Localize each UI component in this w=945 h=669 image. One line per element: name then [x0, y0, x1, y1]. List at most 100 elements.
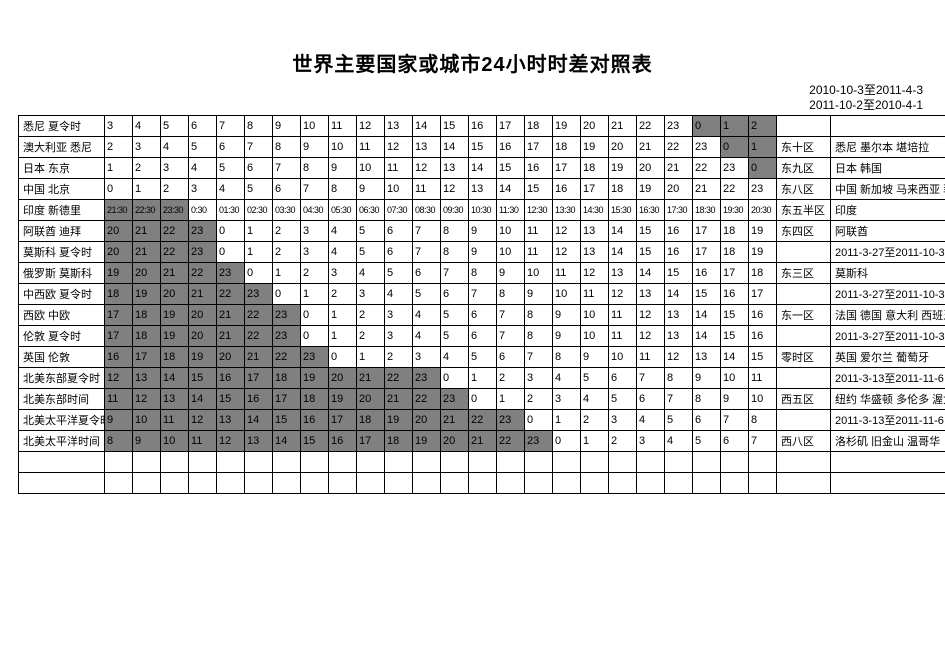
hour-cell: 23:30: [161, 200, 189, 221]
note-cell: 莫斯科: [831, 263, 945, 284]
hour-cell: [553, 452, 581, 473]
hour-cell: 08:30: [413, 200, 441, 221]
zone-cell: 东四区: [777, 221, 831, 242]
hour-cell: 8: [525, 326, 553, 347]
hour-cell: 8: [441, 242, 469, 263]
zone-cell: [777, 116, 831, 137]
hour-cell: 7: [245, 137, 273, 158]
hour-cell: 17: [553, 158, 581, 179]
hour-cell: 1: [245, 242, 273, 263]
hour-cell: [245, 473, 273, 494]
note-cell: 印度: [831, 200, 945, 221]
zone-cell: [777, 326, 831, 347]
hour-cell: 23: [525, 431, 553, 452]
page-title: 世界主要国家或城市24小时时差对照表: [18, 48, 927, 77]
hour-cell: [273, 473, 301, 494]
hour-cell: 10: [385, 179, 413, 200]
header-note-2: 2011-10-2至2010-4-1: [18, 98, 923, 113]
hour-cell: 17: [105, 326, 133, 347]
hour-cell: 7: [665, 389, 693, 410]
hour-cell: 16: [525, 158, 553, 179]
hour-cell: 1: [301, 284, 329, 305]
hour-cell: 13: [469, 179, 497, 200]
hour-cell: 5: [665, 410, 693, 431]
hour-cell: 22: [637, 116, 665, 137]
hour-cell: 0: [217, 242, 245, 263]
hour-cell: 3: [413, 347, 441, 368]
hour-cell: 7: [217, 116, 245, 137]
hour-cell: 18: [749, 263, 777, 284]
note-cell: [831, 452, 945, 473]
hour-cell: 2: [105, 137, 133, 158]
hour-cell: 12: [609, 284, 637, 305]
hour-cell: 9: [273, 116, 301, 137]
hour-cell: 19: [385, 410, 413, 431]
note-cell: 中国 新加坡 马来西亚 菲律宾: [831, 179, 945, 200]
row-label: 悉尼 夏令时: [19, 116, 105, 137]
hour-cell: 11: [637, 347, 665, 368]
row-label: 北美东部夏令时: [19, 368, 105, 389]
hour-cell: 8: [749, 410, 777, 431]
hour-cell: [385, 452, 413, 473]
hour-cell: 12: [133, 389, 161, 410]
hour-cell: 10: [357, 158, 385, 179]
hour-cell: 5: [385, 263, 413, 284]
hour-cell: 15: [301, 431, 329, 452]
hour-cell: 15: [217, 389, 245, 410]
hour-cell: 2: [609, 431, 637, 452]
hour-cell: [497, 452, 525, 473]
hour-cell: 7: [749, 431, 777, 452]
hour-cell: 8: [329, 179, 357, 200]
hour-cell: 9: [497, 263, 525, 284]
hour-cell: 3: [609, 410, 637, 431]
hour-cell: 2: [301, 263, 329, 284]
hour-cell: 0: [329, 347, 357, 368]
hour-cell: 22: [413, 389, 441, 410]
hour-cell: 13: [609, 263, 637, 284]
hour-cell: 18: [609, 179, 637, 200]
hour-cell: 1: [721, 116, 749, 137]
hour-cell: 11: [105, 389, 133, 410]
hour-cell: 14: [245, 410, 273, 431]
hour-cell: 18: [553, 137, 581, 158]
hour-cell: 14: [609, 221, 637, 242]
hour-cell: 0: [441, 368, 469, 389]
hour-cell: 12: [413, 158, 441, 179]
hour-cell: 13: [665, 326, 693, 347]
hour-cell: 2: [749, 116, 777, 137]
hour-cell: 20: [189, 326, 217, 347]
hour-cell: 14: [637, 263, 665, 284]
hour-cell: 1: [133, 179, 161, 200]
hour-cell: 16: [553, 179, 581, 200]
hour-cell: [133, 473, 161, 494]
hour-cell: [357, 452, 385, 473]
hour-cell: 11: [553, 263, 581, 284]
hour-cell: 12: [665, 347, 693, 368]
zone-cell: [777, 284, 831, 305]
hour-cell: 22: [245, 305, 273, 326]
zone-cell: 零时区: [777, 347, 831, 368]
hour-cell: [441, 473, 469, 494]
hour-cell: 6: [385, 242, 413, 263]
hour-cell: 17: [581, 179, 609, 200]
hour-cell: 6: [469, 326, 497, 347]
hour-cell: 21: [637, 137, 665, 158]
hour-cell: 12: [357, 116, 385, 137]
hour-cell: 20:30: [749, 200, 777, 221]
hour-cell: 9: [553, 326, 581, 347]
zone-cell: [777, 242, 831, 263]
hour-cell: [525, 473, 553, 494]
hour-cell: 18: [133, 326, 161, 347]
note-cell: 悉尼 墨尔本 堪培拉: [831, 137, 945, 158]
hour-cell: 19: [161, 326, 189, 347]
hour-cell: 21: [665, 158, 693, 179]
row-label: 伦敦 夏令时: [19, 326, 105, 347]
hour-cell: 19: [301, 368, 329, 389]
hour-cell: 9: [581, 347, 609, 368]
hour-cell: 04:30: [301, 200, 329, 221]
row-label: 日本 东京: [19, 158, 105, 179]
hour-cell: [749, 473, 777, 494]
table-row: 印度 新德里21:3022:3023:300:3001:3002:3003:30…: [19, 200, 945, 221]
hour-cell: 11: [749, 368, 777, 389]
hour-cell: 17: [357, 431, 385, 452]
